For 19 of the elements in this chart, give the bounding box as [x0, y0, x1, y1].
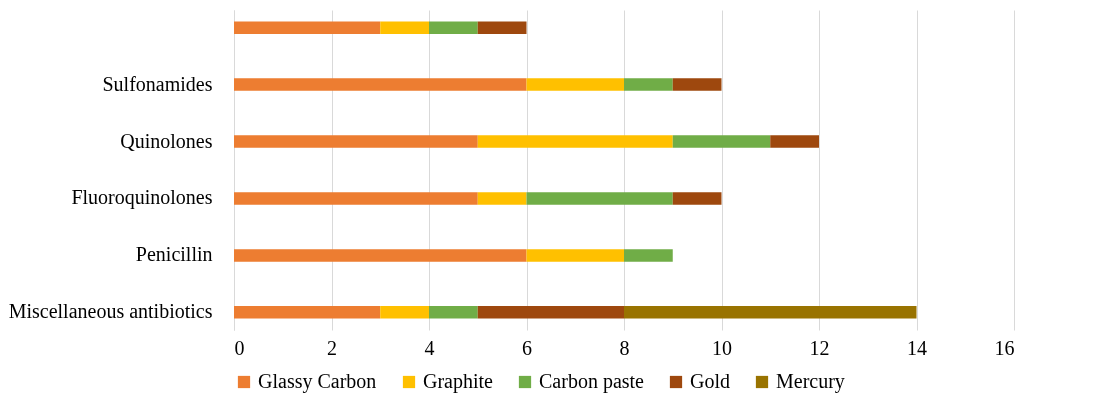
legend-label: Carbon paste [539, 370, 645, 393]
legend-label: Gold [690, 370, 730, 392]
y-tick-label: Sulfonamides [102, 72, 213, 95]
x-tick-label: 4 [424, 336, 435, 359]
x-tick-label: 0 [234, 336, 245, 359]
x-tick-label: 8 [619, 336, 630, 359]
y-tick-label: Quinolones [120, 129, 213, 152]
legend-label: Mercury [776, 370, 845, 393]
y-tick-label: Penicillin [135, 243, 213, 266]
legend-label: Glassy Carbon [258, 370, 377, 393]
y-tick-label: Fluoroquinolones [71, 186, 213, 210]
x-tick-label: 12 [809, 336, 830, 359]
x-tick-label: 10 [712, 336, 732, 359]
x-tick-label: 2 [327, 336, 337, 359]
y-tick-label: Miscellaneous antibiotics [8, 300, 213, 323]
x-tick-label: 6 [522, 336, 532, 359]
legend-label: Graphite [423, 370, 494, 393]
x-tick-label: 14 [907, 336, 927, 359]
x-tick-label: 16 [994, 336, 1015, 359]
